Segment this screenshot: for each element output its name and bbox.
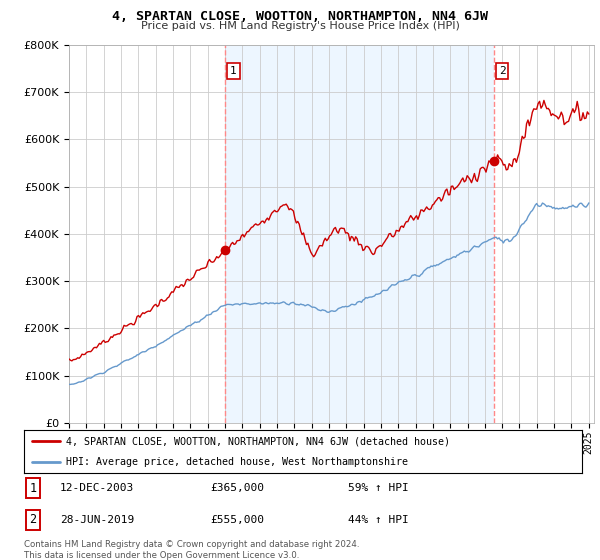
Text: 4, SPARTAN CLOSE, WOOTTON, NORTHAMPTON, NN4 6JW: 4, SPARTAN CLOSE, WOOTTON, NORTHAMPTON, … [112,10,488,23]
Text: £365,000: £365,000 [210,483,264,493]
Bar [225,45,494,423]
Text: Price paid vs. HM Land Registry's House Price Index (HPI): Price paid vs. HM Land Registry's House … [140,21,460,31]
Text: 59% ↑ HPI: 59% ↑ HPI [348,483,409,493]
Text: Contains HM Land Registry data © Crown copyright and database right 2024.
This d: Contains HM Land Registry data © Crown c… [24,540,359,560]
Text: 4, SPARTAN CLOSE, WOOTTON, NORTHAMPTON, NN4 6JW (detached house): 4, SPARTAN CLOSE, WOOTTON, NORTHAMPTON, … [66,436,450,446]
Text: 12-DEC-2003: 12-DEC-2003 [60,483,134,493]
Text: 28-JUN-2019: 28-JUN-2019 [60,515,134,525]
Text: 1: 1 [29,482,37,494]
Text: 2: 2 [499,66,505,76]
Text: 2: 2 [29,514,37,526]
Text: £555,000: £555,000 [210,515,264,525]
Text: 1: 1 [230,66,237,76]
Text: HPI: Average price, detached house, West Northamptonshire: HPI: Average price, detached house, West… [66,458,408,467]
Text: 44% ↑ HPI: 44% ↑ HPI [348,515,409,525]
